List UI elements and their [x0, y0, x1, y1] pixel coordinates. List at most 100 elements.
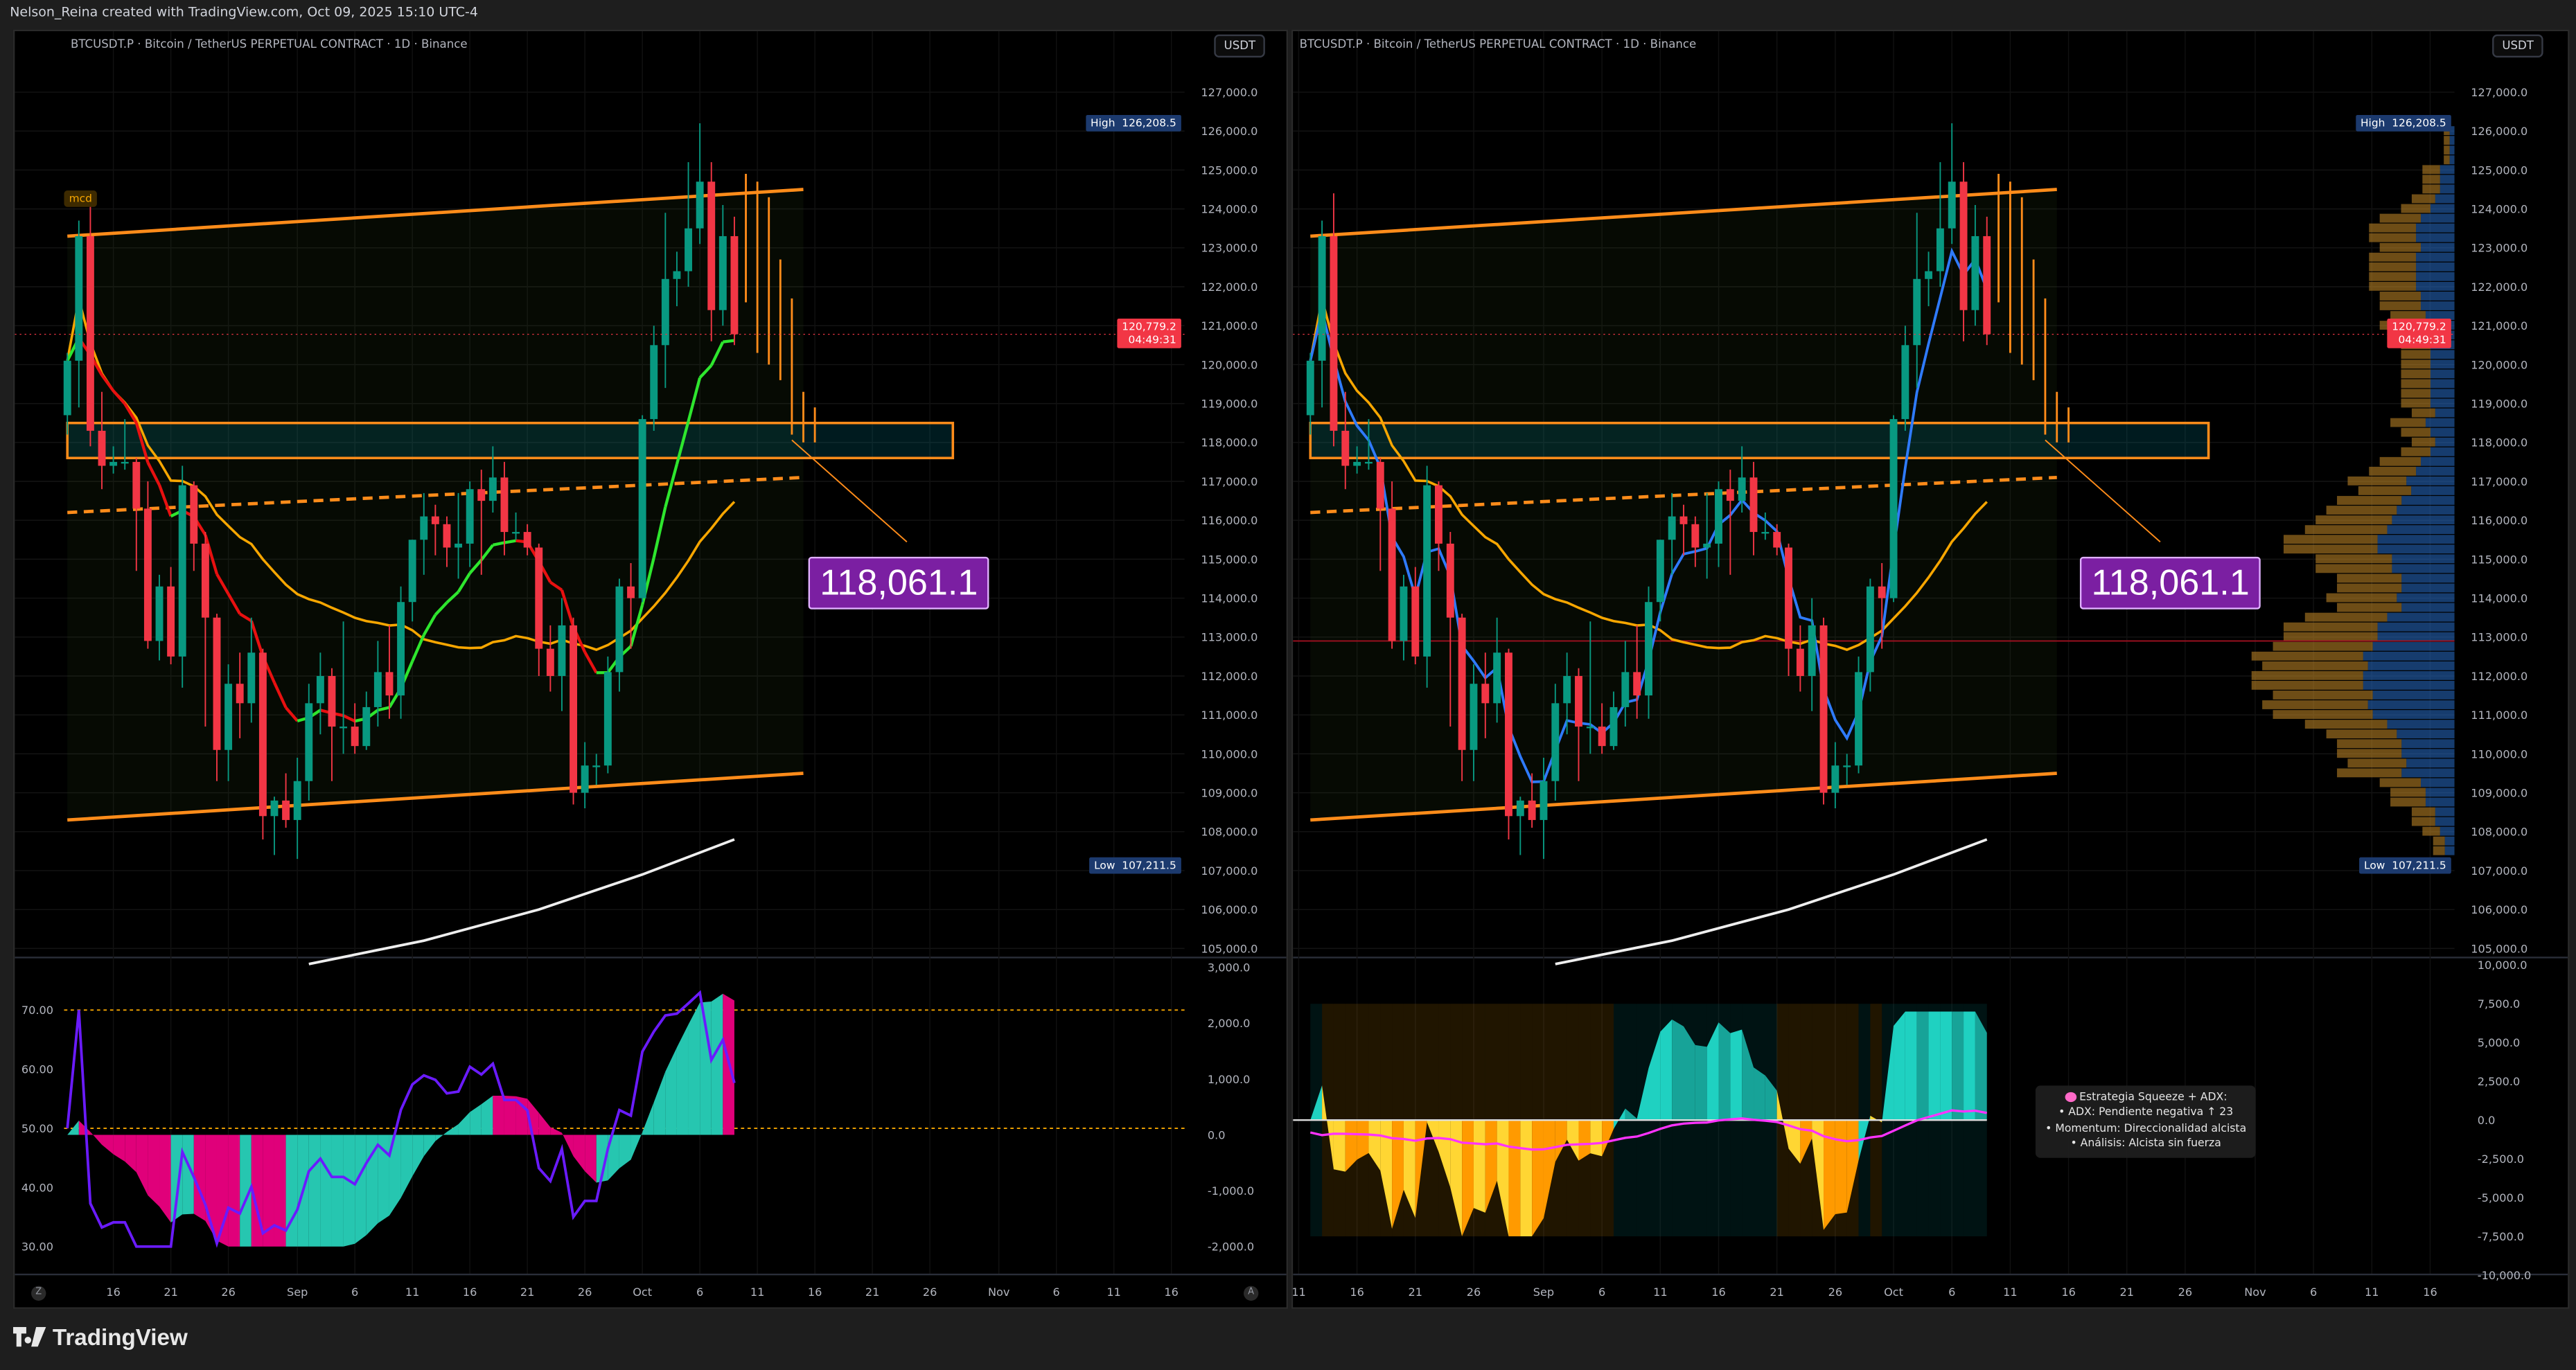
momentum-axis-label: -2,000.0	[1208, 1240, 1254, 1254]
candle-body	[397, 602, 405, 696]
currency-button[interactable]: USDT	[1214, 34, 1266, 57]
candle-body	[1679, 516, 1688, 524]
right-chart-panel[interactable]: 127,000.0 126,000.0 125,000.0 124,000.0 123,…	[1291, 29, 2570, 1309]
volume-profile-bar	[2401, 768, 2455, 778]
candle-body	[650, 345, 658, 420]
volume-profile-bar	[2444, 145, 2450, 155]
ma-trend-line	[123, 402, 138, 424]
price-tick-label: 118,000.0	[1201, 436, 1258, 450]
symbol-title[interactable]: BTCUSDT.P · Bitcoin / TetherUS PERPETUAL…	[70, 37, 468, 51]
squeeze-histogram	[1357, 1120, 1369, 1160]
squeeze-histogram	[1846, 1120, 1859, 1213]
volume-profile-bar	[2435, 807, 2455, 817]
volume-profile-bar	[2421, 242, 2455, 252]
tooltip-line: • Momentum: Direccionalidad alcista	[2045, 1121, 2247, 1135]
candle-body	[178, 485, 186, 657]
candle-body	[627, 586, 635, 598]
volume-profile-bar	[2435, 437, 2455, 447]
volume-profile-bar	[2411, 437, 2435, 447]
ma-trend-line	[158, 484, 173, 517]
ma-trend-line	[675, 420, 690, 465]
candle-body	[143, 508, 152, 641]
ma-trend-line	[239, 612, 252, 623]
candle-body	[1540, 781, 1548, 820]
ma-trend-line	[629, 604, 644, 647]
target-price-annotation[interactable]: 118,061.1	[808, 556, 990, 610]
volume-profile-bar	[2422, 826, 2440, 836]
candle-body	[109, 461, 118, 466]
volume-profile-bar	[2397, 593, 2455, 603]
price-tick-label: 105,000.0	[1201, 942, 1258, 955]
candle-body	[1586, 727, 1594, 729]
price-tick-label: 121,000.0	[2471, 319, 2528, 332]
time-axis-label: 21	[520, 1286, 535, 1299]
volume-profile-bar	[2449, 145, 2455, 155]
volume-profile-bar	[2304, 525, 2388, 535]
candle-body	[707, 181, 716, 310]
candle-body	[1971, 235, 1979, 310]
volume-profile-bar	[2444, 155, 2450, 165]
volume-profile-bar	[2283, 535, 2378, 544]
momentum-area	[573, 1135, 585, 1172]
price-tick-label: 108,000.0	[1201, 826, 1258, 839]
candle-body	[420, 516, 428, 540]
channel-lower-line	[67, 772, 804, 822]
volume-profile-bar	[2416, 272, 2455, 281]
candle-body	[316, 675, 324, 704]
momentum-axis-label: 0.0	[1208, 1128, 1226, 1141]
momentum-area	[148, 1135, 160, 1207]
volume-profile-bar	[2262, 661, 2368, 670]
momentum-area	[240, 1135, 252, 1247]
candle-body	[581, 765, 589, 793]
momentum-area	[67, 1120, 79, 1135]
low-label: Low 107,211.5	[1088, 857, 1181, 874]
symbol-title[interactable]: BTCUSDT.P · Bitcoin / TetherUS PERPETUAL…	[1299, 37, 1697, 51]
volume-profile-bar	[2262, 700, 2368, 709]
low-label-text: Low	[1094, 859, 1115, 873]
momentum-area	[446, 1124, 459, 1135]
volume-profile-bar	[2369, 252, 2417, 262]
price-tick-label: 123,000.0	[1201, 242, 1258, 255]
price-tick-label: 122,000.0	[1201, 281, 1258, 294]
left-chart-panel[interactable]: 127,000.0 126,000.0 125,000.0 124,000.0 123,…	[12, 29, 1289, 1309]
ma-trend-line	[583, 651, 598, 674]
price-tick-label: 108,000.0	[2471, 826, 2528, 839]
tooltip-line: • ADX: Pendiente negativa ↑ 23	[2058, 1105, 2234, 1119]
candle-body	[1855, 672, 1862, 766]
currency-button[interactable]: USDT	[2492, 34, 2544, 57]
ma-trend-line	[445, 590, 460, 604]
rsi-axis-label: 40.00	[21, 1181, 53, 1194]
price-chart-canvas[interactable]: 127,000.0 126,000.0 125,000.0 124,000.0 123,…	[1293, 31, 2568, 1307]
target-price-annotation[interactable]: 118,061.1	[2079, 556, 2261, 610]
candle-body	[455, 543, 463, 548]
time-axis-label: 16	[1711, 1286, 1726, 1299]
momentum-area	[700, 1001, 712, 1135]
candle-body	[98, 430, 106, 466]
indicator-tag[interactable]: mcd	[64, 190, 98, 207]
squeeze-histogram	[1403, 1120, 1415, 1218]
volume-profile-bar	[2435, 194, 2455, 204]
momentum-area	[423, 1135, 436, 1157]
momentum-area	[619, 1135, 631, 1168]
tradingview-logo[interactable]: TradingView	[12, 1324, 188, 1351]
high-label-text: High	[2360, 116, 2385, 130]
volume-profile-bar	[2421, 292, 2455, 301]
time-axis-label: 11	[2365, 1286, 2379, 1299]
candle-body	[86, 235, 94, 431]
squeeze-histogram	[1672, 1019, 1684, 1121]
zoom-scale-button[interactable]: Z	[31, 1286, 46, 1301]
price-tick-label: 114,000.0	[1201, 592, 1258, 605]
volume-profile-bar	[2315, 554, 2392, 564]
ma-trend-line	[709, 341, 725, 366]
momentum-area	[630, 1132, 643, 1160]
candle-body	[546, 648, 554, 676]
candle-body	[282, 800, 290, 820]
price-tick-label: 127,000.0	[2471, 86, 2528, 99]
volume-profile-bar	[2435, 817, 2455, 826]
time-axis-label: 21	[164, 1286, 178, 1299]
low-label: Low 107,211.5	[2358, 857, 2451, 874]
volume-profile-bar	[2416, 281, 2455, 291]
auto-scale-button[interactable]: A	[1243, 1286, 1259, 1301]
logo-text: TradingView	[52, 1324, 188, 1351]
price-chart-canvas[interactable]: 127,000.0 126,000.0 125,000.0 124,000.0 123,…	[15, 31, 1287, 1307]
